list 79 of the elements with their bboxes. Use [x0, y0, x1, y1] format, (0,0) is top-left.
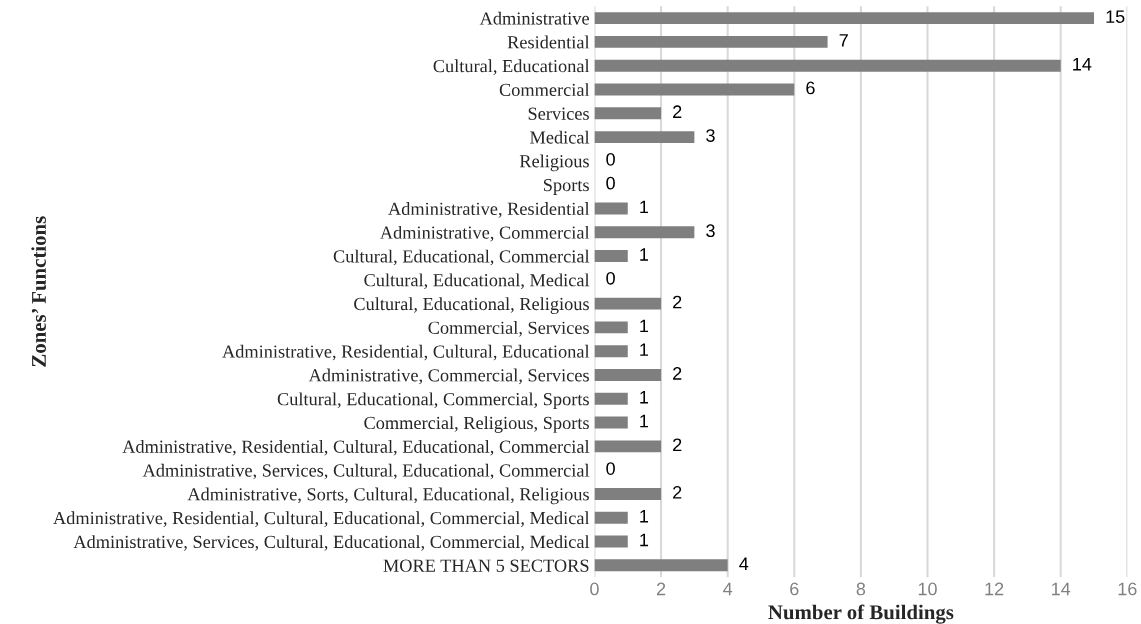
data-label: 3 [706, 129, 715, 142]
y-tick-label: Cultural, Educational, Commercial [333, 249, 590, 266]
y-axis-title: Zones’ Functions [31, 216, 46, 367]
y-tick-label: Administrative, Commercial [380, 225, 590, 242]
data-label: 0 [606, 176, 615, 190]
x-tick-label: 12 [985, 582, 1004, 596]
y-tick-label: Administrative, Services, Cultural, Educational, Commercial [142, 463, 590, 480]
bar [594, 559, 728, 572]
bar [594, 487, 662, 500]
bar [594, 321, 628, 334]
x-tick-label: 0 [590, 582, 599, 596]
y-tick-label: Administrative, Residential, Cultural, Educational [222, 344, 590, 361]
bar [594, 35, 828, 48]
y-tick-label: Administrative, Services, Cultural, Educational, Commercial, Medical [73, 535, 590, 551]
y-tick-label: Residential [507, 35, 590, 49]
y-tick-label: Medical [530, 130, 590, 144]
bar [594, 535, 628, 548]
x-tick-label: 6 [790, 582, 799, 596]
data-label: 2 [673, 438, 682, 452]
bar [594, 345, 628, 358]
x-tick-label: 2 [656, 582, 666, 596]
y-tick-label: Services [528, 107, 589, 120]
y-tick-label: MORE THAN 5 SECTORS [383, 559, 589, 572]
y-tick-label: Sports [543, 178, 589, 195]
data-label: 3 [706, 224, 715, 238]
y-tick-label: Commercial, Religious, Sports [364, 416, 589, 433]
bar [594, 297, 662, 310]
data-label: 1 [640, 414, 649, 428]
y-tick-label: Religious [519, 154, 589, 172]
bar [594, 511, 628, 524]
data-label: 0 [606, 152, 615, 166]
y-tick-label: Administrative, Residential, Cultural, Educational, Commercial, Medical [53, 511, 590, 527]
data-label: 1 [640, 343, 649, 356]
data-label: 7 [839, 34, 848, 47]
bar [594, 12, 1095, 25]
bar [594, 416, 628, 429]
bar [594, 250, 628, 262]
data-label: 15 [1106, 10, 1125, 23]
y-tick-label: Administrative, Commercial, Services [308, 368, 589, 385]
x-tick-label: 8 [856, 582, 866, 596]
data-label: 0 [606, 271, 615, 285]
y-tick-label: Commercial [499, 83, 590, 97]
bar [594, 369, 662, 381]
data-label: 2 [673, 295, 682, 309]
data-label: 1 [640, 391, 649, 404]
bar [594, 107, 662, 120]
data-label: 1 [640, 319, 649, 333]
x-tick-label: 16 [1118, 582, 1137, 596]
data-label: 1 [640, 200, 649, 214]
bar [594, 226, 695, 239]
y-tick-label: Administrative [479, 11, 589, 25]
bar [594, 131, 695, 144]
y-tick-label: Administrative, Residential [388, 202, 590, 218]
data-label: 2 [673, 105, 682, 118]
y-tick-label: Administrative, Sorts, Cultural, Educational, Religious [187, 487, 589, 505]
x-tick-label: 4 [723, 582, 733, 596]
bar [594, 83, 795, 96]
y-tick-label: Cultural, Educational [433, 59, 590, 75]
data-label: 2 [673, 486, 682, 499]
data-label: 1 [640, 248, 649, 261]
data-label: 0 [606, 462, 615, 475]
y-tick-label: Cultural, Educational, Commercial, Sports [277, 392, 589, 410]
bar [594, 202, 628, 215]
x-axis-title: Number of Buildings [768, 604, 954, 624]
y-tick-label: Cultural, Educational, Medical [364, 273, 590, 289]
data-label: 4 [739, 557, 749, 570]
y-tick-label: Administrative, Residential, Cultural, Educational, Commercial [122, 439, 590, 456]
y-tick-label: Cultural, Educational, Religious [354, 297, 589, 314]
bar [594, 440, 662, 453]
data-label: 1 [640, 509, 649, 523]
bar [594, 392, 628, 405]
x-tick-label: 10 [918, 582, 937, 596]
bar [594, 59, 1061, 72]
data-label: 1 [640, 533, 649, 547]
data-label: 2 [673, 367, 682, 380]
x-tick-label: 14 [1052, 582, 1071, 596]
data-label: 6 [806, 81, 815, 95]
data-label: 14 [1073, 57, 1092, 71]
y-tick-label: Commercial, Services [428, 321, 589, 337]
